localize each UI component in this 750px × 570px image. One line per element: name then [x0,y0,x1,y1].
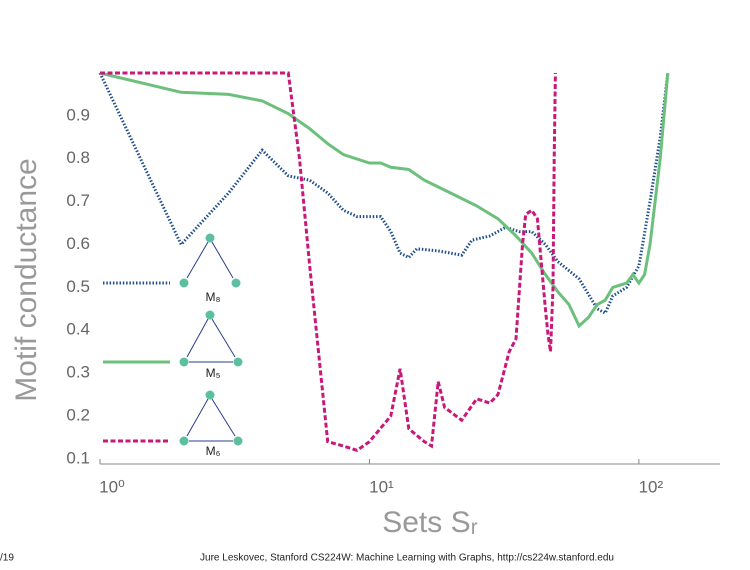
node [205,390,215,400]
node [205,233,215,243]
edge [186,318,209,358]
legend-label: M₆ [206,444,221,458]
x-tick-label: 10⁰ [99,477,125,496]
x-axis-title: Sets Sᵣ [382,506,478,539]
series-line [99,71,670,329]
y-tick-label: 0.9 [66,105,90,124]
edge [211,398,236,437]
node [179,436,189,446]
x-tick-label: 10¹ [369,477,394,496]
x-tick-label: 10² [639,477,664,496]
footer-left: /19 [0,553,14,564]
legend-label: M₅ [206,366,221,380]
y-tick-label: 0.5 [66,277,90,296]
series-line [100,71,557,452]
y-tick-label: 0.7 [66,191,90,210]
y-tick-label: 0.2 [66,405,90,424]
legend [179,233,243,446]
node [179,278,189,288]
node [231,278,241,288]
motif-m8 [179,233,241,288]
legend-label: M₈ [206,290,221,304]
edge [186,398,209,437]
edge [211,241,234,279]
node [233,357,243,367]
motif-m5 [179,310,243,367]
node [205,310,215,320]
edge [211,318,236,358]
y-tick-label: 0.3 [66,363,90,382]
footer: Jure Leskovec, Stanford CS224W: Machine … [200,553,614,564]
node [179,357,189,367]
series-line [98,72,670,316]
y-tick-label: 0.8 [66,148,90,167]
node [233,436,243,446]
edge [186,241,209,279]
motif-m6 [179,390,243,446]
y-tick-label: 0.6 [66,234,90,253]
y-tick-label: 0.4 [66,320,90,339]
y-tick-label: 0.1 [66,448,90,467]
y-axis-title: Motif conductance [10,158,43,401]
